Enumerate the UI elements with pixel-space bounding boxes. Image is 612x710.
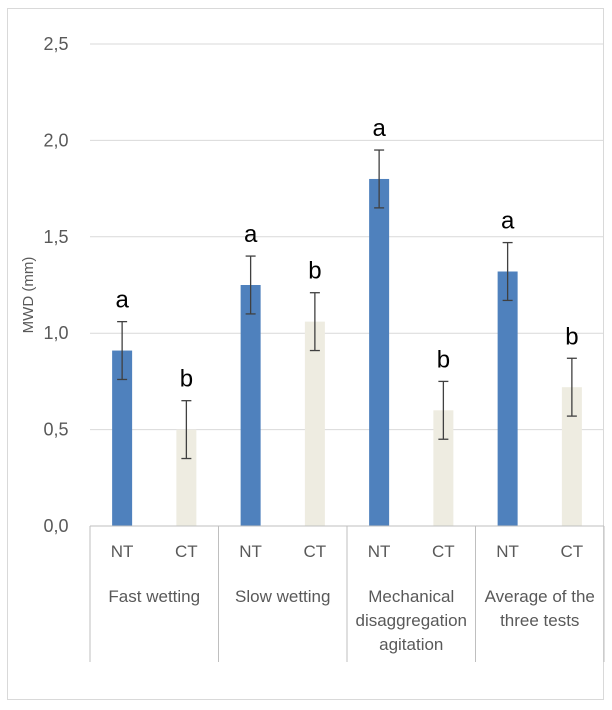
x-axis: NT CT Fast wetting NT CT Slow wetting NT CT Mech… (89, 525, 605, 662)
y-axis-label: MWD (mm) (20, 257, 37, 334)
x-category-label: CT (561, 542, 584, 561)
bar-nt (369, 178, 390, 526)
bar-nt (112, 350, 133, 526)
x-category-label: CT (175, 542, 198, 561)
bar-ct (561, 387, 582, 526)
x-group-label: three tests (500, 611, 579, 630)
significance-letter: a (115, 287, 129, 314)
x-group-label: disaggregation (355, 611, 467, 630)
y-tick-label: 2,0 (43, 130, 68, 150)
significance-letter: b (180, 366, 193, 393)
x-group-label: Average of the (485, 587, 595, 606)
y-tick-label: 1,0 (43, 323, 68, 343)
x-category-label: NT (368, 542, 391, 561)
x-category-label: NT (239, 542, 262, 561)
gridlines (90, 43, 604, 527)
significance-letter: b (308, 258, 321, 285)
significance-letter: b (437, 346, 450, 373)
significance-letter: a (501, 208, 515, 235)
significance-letter: b (565, 323, 578, 350)
bar-ct (176, 429, 197, 526)
x-group-label: Fast wetting (108, 587, 200, 606)
x-category-label: CT (432, 542, 455, 561)
y-tick-label: 1,5 (43, 227, 68, 247)
y-tick-label: 0,0 (43, 516, 68, 536)
y-tick-label: 2,5 (43, 34, 68, 54)
bar-nt (497, 271, 518, 526)
bars: a b a b a b a b (112, 115, 582, 526)
x-category-label: NT (496, 542, 519, 561)
x-group-label: agitation (379, 635, 443, 654)
y-tick-label: 0,5 (43, 420, 68, 440)
bar-nt (240, 285, 261, 526)
significance-letter: a (372, 115, 386, 142)
y-axis: 0,0 0,5 1,0 1,5 2,0 2,5 (43, 34, 68, 536)
bar-ct (304, 321, 325, 526)
x-category-label: NT (111, 542, 134, 561)
x-category-label: CT (304, 542, 327, 561)
x-group-label: Slow wetting (235, 587, 330, 606)
chart-frame (7, 8, 604, 700)
significance-letter: a (244, 221, 258, 248)
x-group-label: Mechanical (368, 587, 454, 606)
